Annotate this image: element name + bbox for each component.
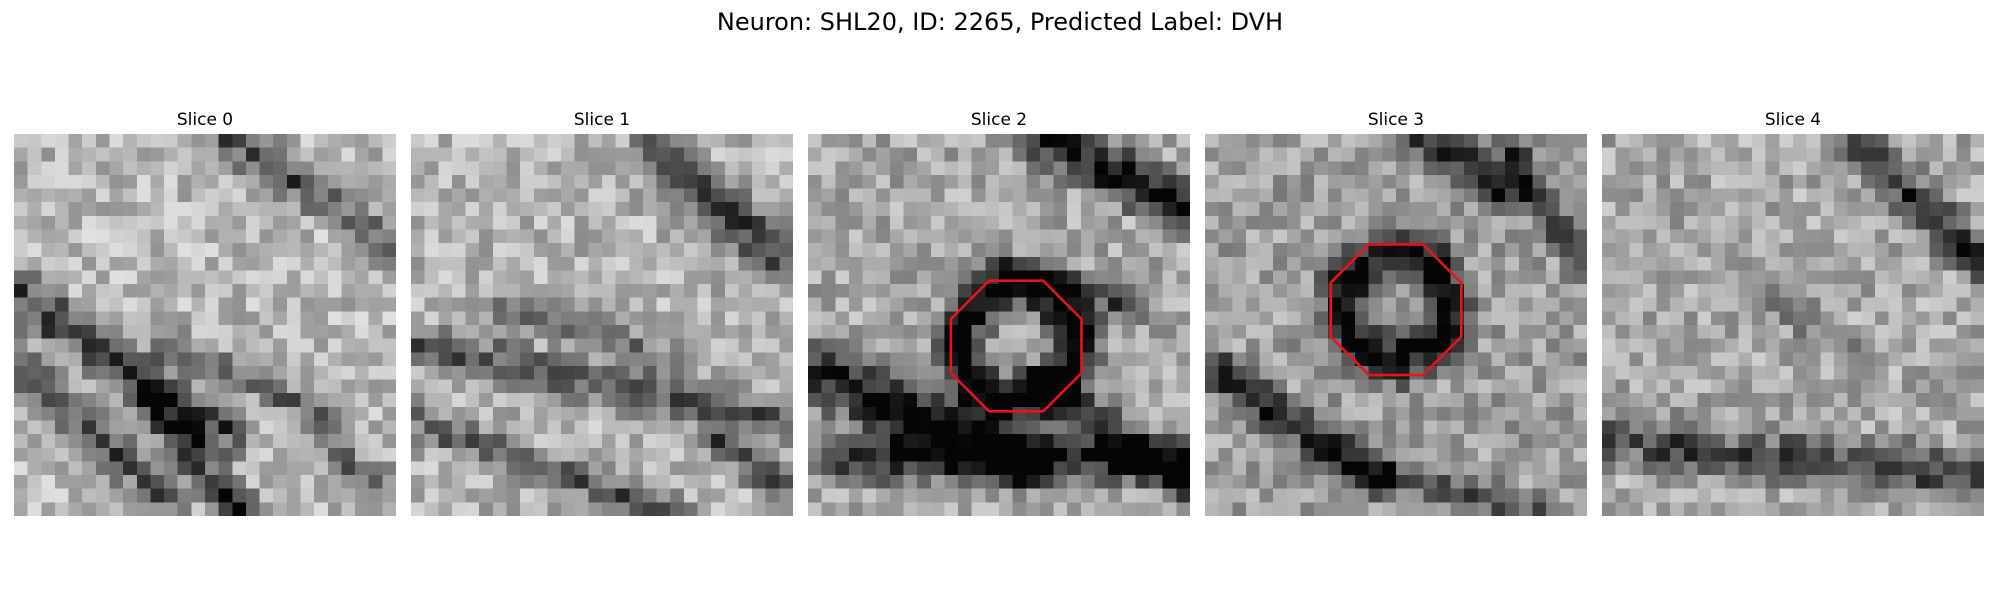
slice-panel-1: Slice 1 [411,110,793,516]
slice-title-0: Slice 0 [176,110,234,130]
slice-title-2: Slice 2 [970,110,1028,130]
slice-image-2 [808,134,1190,516]
slice-panel-2: Slice 2 [808,110,1190,516]
roi-outline-3 [1329,243,1463,377]
slice-panel-4: Slice 4 [1602,110,1984,516]
slice-image-4 [1602,134,1984,516]
slice-panel-3: Slice 3 [1205,110,1587,516]
slice-image-0 [14,134,396,516]
slice-image-1 [411,134,793,516]
slice-title-3: Slice 3 [1367,110,1425,130]
slice-title-4: Slice 4 [1764,110,1822,130]
roi-outline-2 [949,279,1083,413]
slice-panel-0: Slice 0 [14,110,396,516]
figure-title: Neuron: SHL20, ID: 2265, Predicted Label… [716,8,1284,36]
slice-image-3 [1205,134,1587,516]
slice-title-1: Slice 1 [573,110,631,130]
